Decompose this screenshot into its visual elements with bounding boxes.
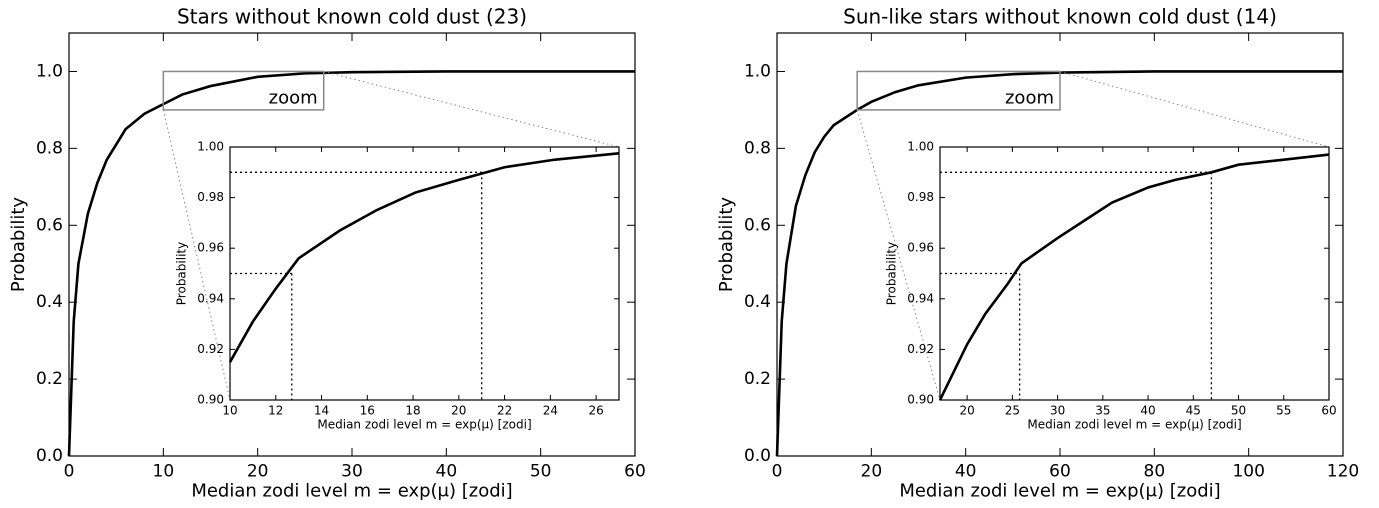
x-tick-label: 16 bbox=[360, 403, 375, 417]
y-axis-label: Probability bbox=[175, 242, 189, 305]
y-tick-label: 0.96 bbox=[907, 241, 934, 255]
x-axis-label: Median zodi level m = exp(μ) [zodi] bbox=[1027, 418, 1241, 432]
y-tick-label: 0.90 bbox=[197, 393, 224, 407]
x-tick-label: 20 bbox=[451, 403, 466, 417]
x-tick-label: 40 bbox=[1140, 403, 1155, 417]
x-tick-label: 0 bbox=[64, 461, 75, 481]
x-tick-label: 40 bbox=[436, 461, 458, 481]
x-tick-label: 22 bbox=[497, 403, 512, 417]
x-axis-label: Median zodi level m = exp(μ) [zodi] bbox=[317, 418, 531, 432]
y-tick-label: 0.8 bbox=[36, 138, 63, 158]
x-tick-label: 80 bbox=[1144, 461, 1166, 481]
x-tick-label: 14 bbox=[314, 403, 329, 417]
x-tick-label: 0 bbox=[772, 461, 783, 481]
x-tick-label: 30 bbox=[1050, 403, 1065, 417]
x-axis-label: Median zodi level m = exp(μ) [zodi] bbox=[191, 481, 512, 502]
x-tick-label: 10 bbox=[222, 403, 237, 417]
x-tick-label: 55 bbox=[1276, 403, 1291, 417]
y-tick-label: 0.4 bbox=[36, 292, 63, 312]
x-tick-label: 35 bbox=[1095, 403, 1110, 417]
chart-title: Stars without known cold dust (23) bbox=[177, 5, 527, 29]
x-tick-label: 60 bbox=[1321, 403, 1336, 417]
y-tick-label: 0.92 bbox=[907, 342, 934, 356]
y-tick-label: 0.94 bbox=[907, 291, 934, 305]
y-tick-label: 0.0 bbox=[744, 446, 771, 466]
y-tick-label: 0.98 bbox=[197, 190, 224, 204]
x-tick-label: 18 bbox=[405, 403, 420, 417]
y-tick-label: 0.2 bbox=[744, 369, 771, 389]
y-tick-label: 1.0 bbox=[36, 61, 63, 81]
y-tick-label: 0.8 bbox=[744, 138, 771, 158]
zoom-connector bbox=[1059, 70, 1330, 148]
inset-area bbox=[939, 146, 1330, 401]
x-tick-label: 26 bbox=[588, 403, 603, 417]
zoom-connector bbox=[323, 70, 620, 148]
zoom-label: zoom bbox=[1005, 88, 1054, 109]
y-tick-label: 1.00 bbox=[197, 140, 224, 154]
y-tick-label: 0.96 bbox=[197, 241, 224, 255]
y-tick-label: 1.00 bbox=[907, 140, 934, 154]
y-tick-label: 0.6 bbox=[744, 215, 771, 235]
y-tick-label: 0.2 bbox=[36, 369, 63, 389]
x-tick-label: 60 bbox=[624, 461, 646, 481]
x-tick-label: 45 bbox=[1186, 403, 1201, 417]
y-tick-label: 1.0 bbox=[744, 61, 771, 81]
x-tick-label: 40 bbox=[955, 461, 977, 481]
curve bbox=[228, 152, 620, 363]
y-tick-label: 0.4 bbox=[744, 292, 771, 312]
y-tick-label: 0.98 bbox=[907, 190, 934, 204]
zoom-box bbox=[162, 70, 325, 111]
chart-title: Sun-like stars without known cold dust (… bbox=[843, 5, 1277, 29]
y-axis-label: Probability bbox=[8, 197, 29, 292]
x-tick-label: 120 bbox=[1327, 461, 1359, 481]
x-tick-label: 12 bbox=[268, 403, 283, 417]
zoom-label: zoom bbox=[269, 88, 318, 109]
curve bbox=[67, 70, 635, 457]
x-tick-label: 20 bbox=[247, 461, 269, 481]
x-tick-label: 25 bbox=[1005, 403, 1020, 417]
x-tick-label: 100 bbox=[1232, 461, 1264, 481]
y-tick-label: 0.6 bbox=[36, 215, 63, 235]
curve bbox=[938, 153, 1330, 401]
y-tick-label: 0.0 bbox=[36, 446, 63, 466]
x-tick-label: 50 bbox=[1231, 403, 1246, 417]
x-tick-label: 50 bbox=[530, 461, 552, 481]
x-tick-label: 20 bbox=[861, 461, 883, 481]
y-tick-label: 0.90 bbox=[907, 393, 934, 407]
x-tick-label: 10 bbox=[153, 461, 175, 481]
x-tick-label: 30 bbox=[341, 461, 363, 481]
zoom-box bbox=[856, 70, 1061, 111]
y-axis-label: Probability bbox=[716, 197, 737, 292]
zoom-connector bbox=[856, 109, 941, 401]
x-tick-label: 24 bbox=[543, 403, 558, 417]
x-tick-label: 60 bbox=[1049, 461, 1071, 481]
y-tick-label: 0.92 bbox=[197, 342, 224, 356]
x-axis-label: Median zodi level m = exp(μ) [zodi] bbox=[899, 481, 1220, 502]
x-tick-label: 20 bbox=[959, 403, 974, 417]
y-tick-label: 0.94 bbox=[197, 291, 224, 305]
zoom-connector bbox=[162, 109, 231, 401]
y-axis-label: Probability bbox=[885, 242, 899, 305]
